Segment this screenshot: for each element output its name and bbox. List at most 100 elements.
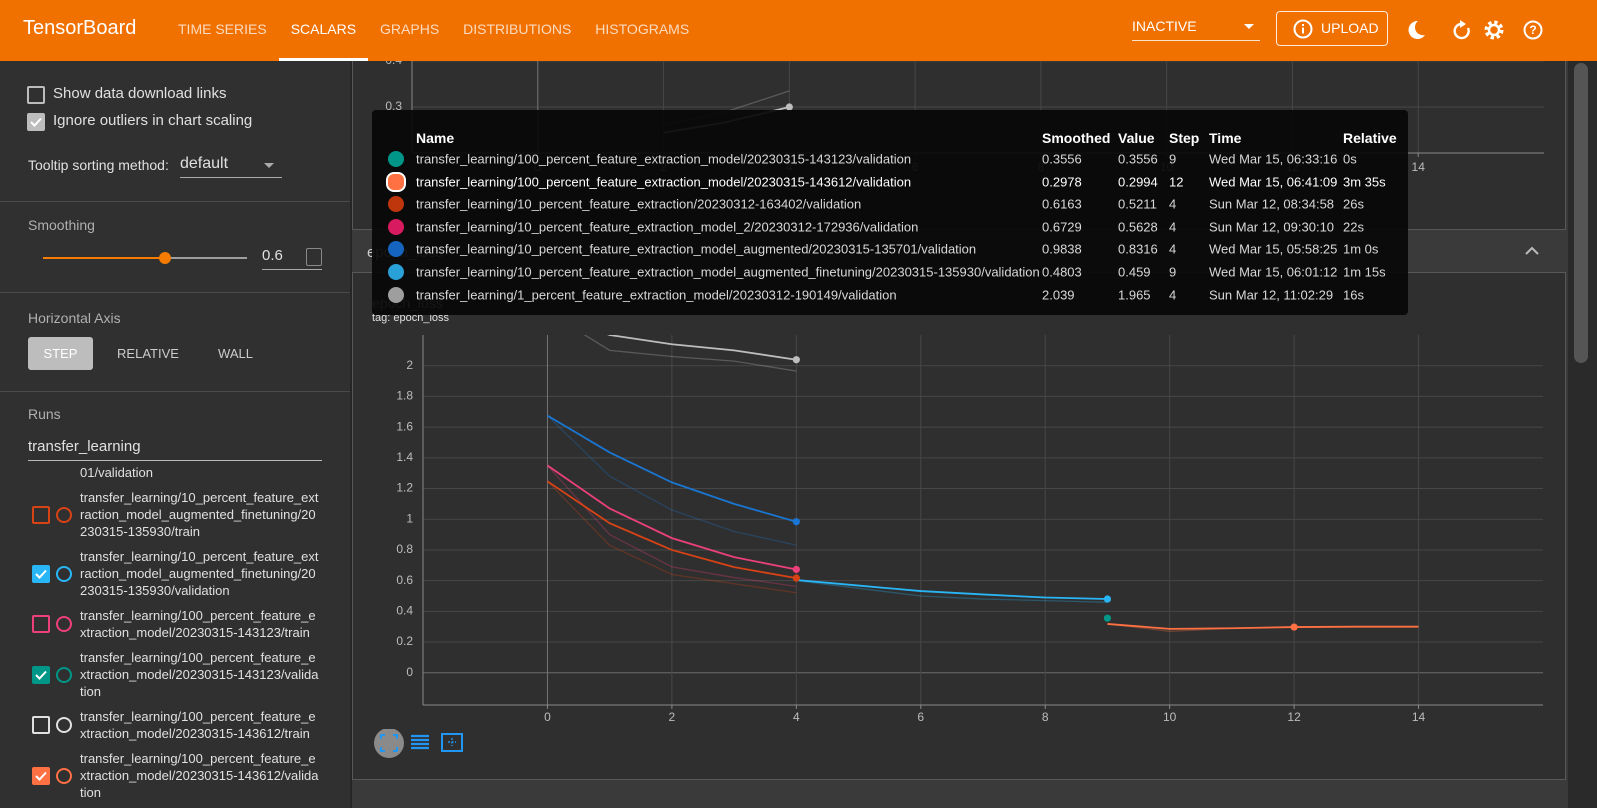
smoothed-line: [546, 464, 797, 571]
upload-button[interactable]: UPLOAD: [1276, 11, 1388, 46]
tooltip-swatch: [388, 218, 404, 235]
axis-option[interactable]: RELATIVE: [117, 346, 179, 361]
scroll-thumb[interactable]: [1574, 63, 1588, 363]
axis-label: Horizontal Axis: [28, 310, 121, 326]
run-name: transfer_learning/100_percent_feature_ex…: [80, 751, 319, 800]
tooltip-cell: 22s: [1343, 219, 1364, 235]
x-tick-label: 10: [1163, 710, 1177, 724]
hover-point: [1103, 595, 1112, 603]
tooltip-cell: 0.5628: [1118, 219, 1158, 235]
divider: [0, 391, 350, 392]
y-tick-label: 1.8: [396, 389, 413, 403]
checkbox[interactable]: [32, 665, 50, 684]
dropdown-arrow: [1244, 24, 1254, 29]
tooltip-cell: 0.6729: [1042, 219, 1082, 235]
check-stroke: [35, 569, 47, 579]
runs-filter[interactable]: transfer_learning: [28, 438, 322, 461]
sidebar: Show data download links Ignore outliers …: [0, 61, 352, 808]
chart-toolbar: [374, 729, 463, 758]
check-mark: [35, 771, 47, 781]
toolbar-icons: ?: [1408, 20, 1543, 40]
top-bar: TensorBoard TIME SERIES SCALARS GRAPHS DIST…: [0, 0, 1597, 61]
tooltip-cell: transfer_learning/10_percent_feature_ext…: [416, 241, 977, 257]
run-list: 01/validation transfer_learning/10_percen…: [0, 460, 350, 808]
tooltip-cell: 2.039: [1042, 287, 1075, 303]
sort-label: Tooltip sorting method:: [28, 157, 169, 173]
fit-domain-button[interactable]: [441, 733, 463, 752]
tooltip-cell: 1m 15s: [1343, 264, 1386, 280]
tooltip: Name Smoothed Value Step Time Relative transfe…: [372, 110, 1408, 315]
check-stroke: [30, 117, 42, 127]
x-tick-label: 0: [544, 710, 551, 724]
reload-icon[interactable]: [1453, 22, 1470, 40]
sort-select[interactable]: default: [180, 155, 282, 178]
raw-line: [583, 335, 797, 372]
x-tick-label: 12: [1287, 710, 1301, 724]
tooltip-cell: transfer_learning/10_percent_feature_ext…: [416, 264, 1040, 280]
run-item[interactable]: 01/validation: [0, 460, 350, 485]
upload-label: UPLOAD: [1321, 20, 1379, 36]
checkbox[interactable]: [32, 716, 50, 734]
divider: [0, 292, 350, 293]
chart-tag: tag: epoch_loss: [372, 312, 450, 324]
theme-icon[interactable]: [1408, 20, 1425, 39]
scrollbar: [1568, 61, 1597, 808]
tooltip-cell: 4: [1169, 287, 1177, 303]
run-name: transfer_learning/10_percent_feature_ext…: [80, 490, 319, 539]
checkbox[interactable]: [32, 505, 50, 524]
settings-icon[interactable]: [1484, 20, 1504, 40]
slider-thumb[interactable]: [159, 252, 172, 264]
tooltip-cell: 12: [1169, 174, 1184, 190]
run-name: 01/validation: [80, 465, 153, 480]
runs-label: Runs: [28, 406, 61, 422]
run-item[interactable]: transfer_learning/10_percent_feature_ext…: [0, 544, 350, 603]
run-item[interactable]: transfer_learning/100_percent_feature_ex…: [0, 704, 350, 746]
tooltip-swatch: [388, 151, 404, 167]
y-tick-label: 1: [406, 511, 413, 525]
checkbox[interactable]: [32, 615, 50, 633]
nav-tab[interactable]: TIME SERIES: [178, 21, 267, 37]
run-color: [56, 666, 72, 683]
help-icon[interactable]: [1523, 20, 1543, 40]
run-item[interactable]: transfer_learning/100_percent_feature_ex…: [0, 645, 350, 704]
tooltip-cell: 0.459: [1118, 264, 1151, 280]
nav-tab[interactable]: HISTOGRAMS: [595, 21, 690, 37]
nav-tab[interactable]: SCALARS: [278, 0, 369, 61]
checkbox[interactable]: [32, 766, 50, 785]
tooltip-cell: Wed Mar 15, 06:33:16: [1209, 151, 1338, 167]
checkbox[interactable]: [27, 113, 45, 131]
tooltip-cell: 4: [1169, 241, 1177, 257]
tooltip-header: Time: [1209, 130, 1242, 146]
data-toggle-button[interactable]: [411, 734, 429, 750]
smoothing-value: 0.6: [262, 247, 283, 264]
axis-option[interactable]: WALL: [218, 346, 253, 361]
sort-value: default: [180, 155, 229, 172]
checkbox[interactable]: [32, 564, 50, 583]
run-select[interactable]: INACTIVE: [1132, 18, 1260, 41]
tooltip-swatch: [388, 241, 404, 258]
y-tick-label: 0.3: [385, 99, 402, 113]
raw-line: [546, 415, 797, 546]
tooltip-cell: 26s: [1343, 196, 1364, 212]
info-icon: [1293, 19, 1313, 39]
smoothed-line: [1107, 623, 1419, 630]
raw-line: [546, 480, 797, 594]
axis-option[interactable]: STEP: [28, 337, 93, 370]
run-item[interactable]: transfer_learning/10_percent_feature_ext…: [0, 485, 350, 544]
dropdown-arrow: [264, 163, 274, 168]
checkbox[interactable]: [27, 86, 45, 104]
y-tick-label: 1.2: [396, 481, 413, 495]
x-tick-label: 2: [669, 710, 676, 724]
run-item[interactable]: transfer_learning/100_percent_feature_ex…: [0, 746, 350, 805]
help-glyph: ?: [1529, 23, 1536, 37]
smoothing-input[interactable]: 0.6: [262, 247, 322, 270]
y-tick-label: 2: [406, 358, 413, 372]
nav-tab[interactable]: GRAPHS: [380, 21, 440, 37]
nav-tab[interactable]: DISTRIBUTIONS: [463, 21, 572, 37]
tooltip-swatch: [386, 171, 406, 192]
run-item[interactable]: transfer_learning/100_percent_feature_ex…: [0, 603, 350, 645]
run-color: [56, 767, 72, 784]
hover-point: [792, 518, 800, 526]
tooltip-cell: Wed Mar 15, 06:41:09: [1209, 174, 1338, 190]
tooltip-cell: 9: [1169, 264, 1177, 280]
